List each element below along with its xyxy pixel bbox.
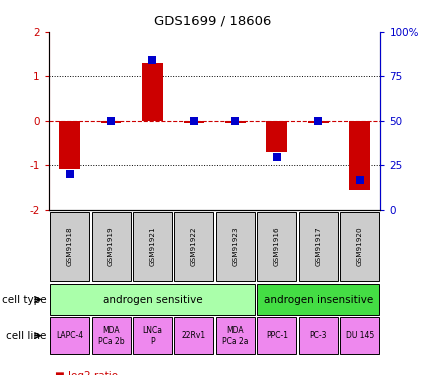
Text: cell line: cell line xyxy=(6,331,47,341)
Bar xyxy=(174,317,213,354)
Point xyxy=(190,118,197,124)
Text: androgen sensitive: androgen sensitive xyxy=(103,295,202,304)
Text: LAPC-4: LAPC-4 xyxy=(56,332,83,340)
Point xyxy=(66,171,73,177)
Point xyxy=(149,57,156,63)
Text: LNCa
P: LNCa P xyxy=(142,326,162,345)
Text: PPC-1: PPC-1 xyxy=(266,332,288,340)
Text: ■ log2 ratio: ■ log2 ratio xyxy=(55,371,119,375)
Bar xyxy=(257,212,296,281)
Point xyxy=(356,177,363,183)
Text: GSM91918: GSM91918 xyxy=(67,227,73,266)
Bar xyxy=(50,285,255,315)
Bar xyxy=(91,317,130,354)
Text: GSM91920: GSM91920 xyxy=(357,227,363,266)
Bar xyxy=(174,212,213,281)
Bar xyxy=(299,317,338,354)
Bar xyxy=(216,317,255,354)
Text: GSM91921: GSM91921 xyxy=(150,227,156,266)
Text: MDA
PCa 2b: MDA PCa 2b xyxy=(98,326,125,345)
Bar xyxy=(349,121,370,190)
Point xyxy=(273,154,280,160)
Bar xyxy=(50,212,89,281)
Bar xyxy=(225,121,246,123)
Bar xyxy=(340,212,379,281)
Bar xyxy=(133,212,172,281)
Bar xyxy=(299,212,338,281)
Text: GSM91916: GSM91916 xyxy=(274,227,280,266)
Bar xyxy=(216,212,255,281)
Bar xyxy=(266,121,287,152)
Bar xyxy=(142,63,163,121)
Point xyxy=(108,118,114,124)
Point xyxy=(232,118,239,124)
Bar xyxy=(308,121,329,123)
Text: GSM91917: GSM91917 xyxy=(315,227,321,266)
Bar xyxy=(91,212,130,281)
Bar xyxy=(257,317,296,354)
Text: cell type: cell type xyxy=(2,295,47,304)
Bar xyxy=(257,285,379,315)
Bar xyxy=(184,121,204,123)
Bar xyxy=(101,121,122,123)
Text: 22Rv1: 22Rv1 xyxy=(182,332,206,340)
Text: MDA
PCa 2a: MDA PCa 2a xyxy=(222,326,249,345)
Text: GDS1699 / 18606: GDS1699 / 18606 xyxy=(154,14,271,27)
Text: GSM91923: GSM91923 xyxy=(232,227,238,266)
Point xyxy=(315,118,322,124)
Bar xyxy=(59,121,80,169)
Text: GSM91919: GSM91919 xyxy=(108,227,114,266)
Text: GSM91922: GSM91922 xyxy=(191,227,197,266)
Bar xyxy=(133,317,172,354)
Text: PC-3: PC-3 xyxy=(309,332,327,340)
Bar xyxy=(50,317,89,354)
Bar xyxy=(340,317,379,354)
Text: DU 145: DU 145 xyxy=(346,332,374,340)
Text: androgen insensitive: androgen insensitive xyxy=(264,295,373,304)
